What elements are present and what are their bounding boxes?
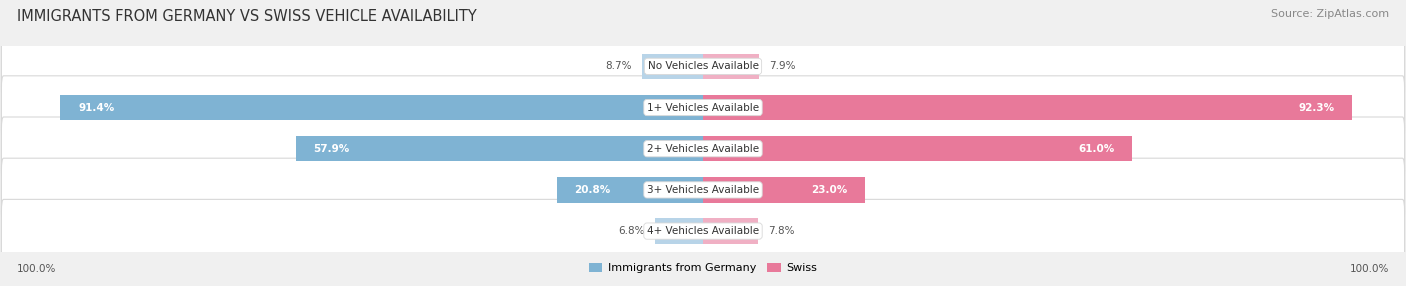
Bar	[655, 218, 703, 244]
Text: Source: ZipAtlas.com: Source: ZipAtlas.com	[1271, 9, 1389, 19]
Text: 92.3%: 92.3%	[1298, 103, 1334, 112]
Text: 8.7%: 8.7%	[605, 61, 631, 71]
Text: 4+ Vehicles Available: 4+ Vehicles Available	[647, 226, 759, 236]
Text: 3+ Vehicles Available: 3+ Vehicles Available	[647, 185, 759, 195]
Bar	[703, 136, 1132, 162]
Text: 1+ Vehicles Available: 1+ Vehicles Available	[647, 103, 759, 112]
Text: 7.9%: 7.9%	[769, 61, 796, 71]
FancyBboxPatch shape	[1, 158, 1405, 222]
Bar	[703, 53, 759, 79]
Bar	[643, 53, 703, 79]
Legend: Immigrants from Germany, Swiss: Immigrants from Germany, Swiss	[585, 258, 821, 278]
Text: 23.0%: 23.0%	[811, 185, 846, 195]
Bar	[60, 95, 703, 120]
Text: 7.8%: 7.8%	[768, 226, 794, 236]
Bar	[703, 95, 1353, 120]
Bar	[703, 218, 758, 244]
Text: 57.9%: 57.9%	[314, 144, 350, 154]
FancyBboxPatch shape	[1, 199, 1405, 263]
FancyBboxPatch shape	[1, 117, 1405, 180]
Text: 91.4%: 91.4%	[77, 103, 114, 112]
Text: 20.8%: 20.8%	[575, 185, 610, 195]
Text: 61.0%: 61.0%	[1078, 144, 1115, 154]
FancyBboxPatch shape	[1, 76, 1405, 139]
FancyBboxPatch shape	[1, 35, 1405, 98]
Text: 6.8%: 6.8%	[619, 226, 644, 236]
Text: 100.0%: 100.0%	[17, 264, 56, 274]
Bar	[703, 177, 865, 203]
Text: IMMIGRANTS FROM GERMANY VS SWISS VEHICLE AVAILABILITY: IMMIGRANTS FROM GERMANY VS SWISS VEHICLE…	[17, 9, 477, 23]
Bar	[297, 136, 703, 162]
Text: 2+ Vehicles Available: 2+ Vehicles Available	[647, 144, 759, 154]
Bar	[557, 177, 703, 203]
Text: 100.0%: 100.0%	[1350, 264, 1389, 274]
Text: No Vehicles Available: No Vehicles Available	[648, 61, 758, 71]
